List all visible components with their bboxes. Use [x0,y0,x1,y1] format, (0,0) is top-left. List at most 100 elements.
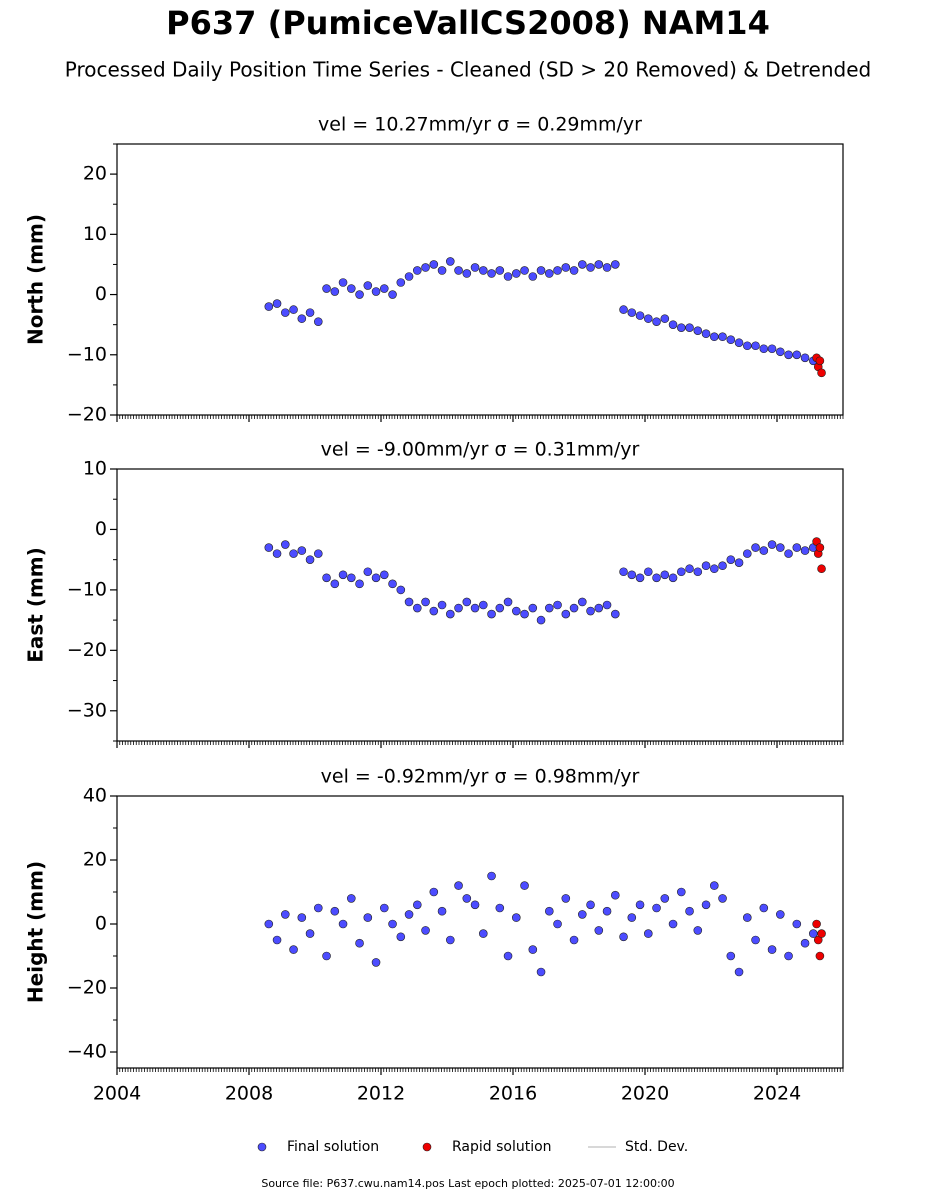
data-point [412,266,422,275]
data-point [503,272,513,281]
data-point [520,881,529,890]
data-point [815,951,825,961]
legend-marker [257,1142,267,1152]
plot-frame [116,468,844,742]
data-point [322,951,331,961]
data-point [627,570,637,580]
data-point [718,894,727,903]
data-point [742,341,752,351]
data-point [586,606,595,616]
data-point [602,906,612,916]
data-point [792,350,802,360]
data-point [445,935,455,945]
data-point [495,903,505,913]
data-point [264,302,274,311]
data-point [594,926,604,935]
data-point [396,932,406,942]
data-point [437,600,447,610]
data-point [652,317,661,326]
data-point [775,910,785,919]
data-point [289,549,298,558]
data-point [619,567,628,577]
data-point [602,600,612,610]
data-point [511,269,521,278]
data-point [610,890,620,900]
data-point [445,257,455,266]
data-point [815,543,825,552]
data-point [800,938,810,948]
data-point [693,567,703,577]
data-point [784,549,793,558]
data-point [330,287,340,296]
data-point [561,263,571,272]
data-point [767,344,777,354]
y-axis-label: East (mm) [24,547,48,663]
data-point [272,299,282,308]
data-point [297,913,307,922]
data-point [784,951,793,961]
data-point [775,543,785,552]
data-point [495,603,505,613]
data-point [759,546,769,555]
data-point [363,281,373,290]
data-point [544,906,554,916]
data-point [478,600,488,610]
data-point [586,900,595,910]
data-point [759,903,769,913]
y-tick-label: 40 [83,785,107,807]
data-point [709,564,719,574]
data-point [817,929,826,938]
x-tick-label: 2008 [225,1083,273,1105]
data-point [594,260,604,269]
data-point [676,567,686,577]
data-point [346,573,356,583]
y-tick-label: −20 [67,977,107,999]
data-point [668,573,678,583]
data-point [536,615,546,625]
data-point [602,263,612,272]
data-point [338,570,348,580]
data-point [561,894,571,903]
legend-marker [422,1142,432,1152]
data-point [445,609,455,619]
data-point [536,967,546,977]
data-point [487,609,496,619]
data-point [660,570,670,580]
data-point [305,308,315,317]
data-point [355,290,364,299]
y-axis-label: North (mm) [24,214,48,345]
data-point [462,597,472,607]
data-point [734,967,744,977]
x-tick-label: 2016 [489,1083,537,1105]
y-tick-label: 0 [95,283,107,305]
data-point [379,284,389,293]
data-point [759,344,769,354]
data-point [767,945,777,954]
data-point [503,951,513,961]
data-point [784,350,793,360]
data-point [660,314,670,323]
x-tick-label: 2004 [93,1083,141,1105]
plot-frame [116,795,844,1069]
legend-label: Std. Dev. [625,1139,688,1155]
data-point [388,290,397,299]
data-point [635,311,645,320]
y-tick-label: −20 [67,639,107,661]
data-point [470,263,480,272]
data-point [635,573,645,583]
data-point [619,932,628,942]
data-point [264,919,274,929]
data-point [815,356,825,366]
data-point [396,585,406,595]
data-point [280,540,290,549]
data-point [701,329,711,339]
data-point [404,272,414,281]
data-point [437,906,447,916]
data-point [767,540,777,549]
figure-title: P637 (PumiceVallCS2008) NAM14 [166,4,770,42]
data-point [429,887,439,897]
y-tick-label: 20 [83,849,107,871]
data-point [272,549,282,558]
x-tick-label: 2012 [357,1083,405,1105]
